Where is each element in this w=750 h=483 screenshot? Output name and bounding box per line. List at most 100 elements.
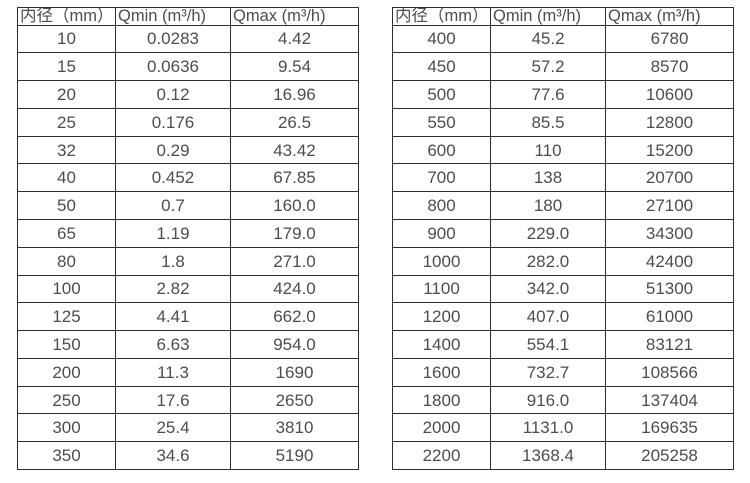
table-row: 350 34.6 5190 xyxy=(17,441,359,470)
table-cell: 1690 xyxy=(230,357,359,387)
table-cell: 85.5 xyxy=(490,107,606,137)
table-cell: 100 xyxy=(17,274,116,304)
table-cell: 4.41 xyxy=(115,302,231,332)
table-cell: 15200 xyxy=(605,135,734,165)
table-row: 800 180 27100 xyxy=(392,191,734,220)
table-cell: 32 xyxy=(17,135,116,165)
table-row: 1600 732.7 108566 xyxy=(392,357,734,387)
table-cell: 1200 xyxy=(392,302,491,332)
table-row: 200 11.3 1690 xyxy=(17,357,359,387)
table-cell: 34300 xyxy=(605,218,734,248)
table-cell: 1000 xyxy=(392,246,491,276)
table-cell: 407.0 xyxy=(490,302,606,332)
column-header: Qmax (m³/h) xyxy=(605,7,734,26)
table-row: 600 110 15200 xyxy=(392,135,734,165)
table-cell: 125 xyxy=(17,302,116,332)
table-row: 300 25.4 3810 xyxy=(17,413,359,443)
table-row: 900 229.0 34300 xyxy=(392,218,734,248)
table-cell: 65 xyxy=(17,218,116,248)
table-row: 20 0.12 16.96 xyxy=(17,80,359,109)
table-cell: 1.8 xyxy=(115,246,231,276)
table-cell: 954.0 xyxy=(230,330,359,359)
table-cell: 43.42 xyxy=(230,135,359,165)
table-row: 2200 1368.4 205258 xyxy=(392,441,734,470)
table-cell: 0.29 xyxy=(115,135,231,165)
table-cell: 20 xyxy=(17,80,116,109)
table-cell: 1131.0 xyxy=(490,413,606,443)
table-cell: 300 xyxy=(17,413,116,443)
column-header: Qmin (m³/h) xyxy=(115,7,231,26)
table-row: 250 17.6 2650 xyxy=(17,385,359,415)
table-cell: 110 xyxy=(490,135,606,165)
table-cell: 160.0 xyxy=(230,191,359,220)
table-cell: 10 xyxy=(17,24,116,54)
table-row: 1400 554.1 83121 xyxy=(392,330,734,359)
column-header: Qmax (m³/h) xyxy=(230,7,359,26)
table-cell: 16.96 xyxy=(230,80,359,109)
table-cell: 8570 xyxy=(605,52,734,82)
table-cell: 10600 xyxy=(605,80,734,109)
table-cell: 662.0 xyxy=(230,302,359,332)
table-cell: 0.7 xyxy=(115,191,231,220)
table-row: 50 0.7 160.0 xyxy=(17,191,359,220)
table-row: 125 4.41 662.0 xyxy=(17,302,359,332)
table-row: 550 85.5 12800 xyxy=(392,107,734,137)
table-cell: 732.7 xyxy=(490,357,606,387)
table-cell: 15 xyxy=(17,52,116,82)
header-row: 内径（mm） Qmin (m³/h) Qmax (m³/h) xyxy=(17,7,359,26)
table-row: 700 138 20700 xyxy=(392,163,734,193)
table-cell: 200 xyxy=(17,357,116,387)
table-cell: 205258 xyxy=(605,441,734,470)
header-row: 内径（mm） Qmin (m³/h) Qmax (m³/h) xyxy=(392,7,734,26)
table-cell: 0.176 xyxy=(115,107,231,137)
table-cell: 282.0 xyxy=(490,246,606,276)
table-cell: 800 xyxy=(392,191,491,220)
table-cell: 0.12 xyxy=(115,80,231,109)
table-cell: 550 xyxy=(392,107,491,137)
table-cell: 26.5 xyxy=(230,107,359,137)
table-cell: 1600 xyxy=(392,357,491,387)
table-cell: 342.0 xyxy=(490,274,606,304)
table-cell: 40 xyxy=(17,163,116,193)
table-cell: 34.6 xyxy=(115,441,231,470)
table-row: 150 6.63 954.0 xyxy=(17,330,359,359)
table-row: 10 0.0283 4.42 xyxy=(17,24,359,54)
table-cell: 400 xyxy=(392,24,491,54)
table-cell: 169635 xyxy=(605,413,734,443)
table-cell: 5190 xyxy=(230,441,359,470)
table-row: 25 0.176 26.5 xyxy=(17,107,359,137)
table-cell: 4.42 xyxy=(230,24,359,54)
table-cell: 11.3 xyxy=(115,357,231,387)
table-cell: 57.2 xyxy=(490,52,606,82)
table-cell: 450 xyxy=(392,52,491,82)
table-cell: 83121 xyxy=(605,330,734,359)
table-cell: 180 xyxy=(490,191,606,220)
table-cell: 1400 xyxy=(392,330,491,359)
table-cell: 67.85 xyxy=(230,163,359,193)
table-cell: 350 xyxy=(17,441,116,470)
table-row: 500 77.6 10600 xyxy=(392,80,734,109)
table-cell: 3810 xyxy=(230,413,359,443)
table-cell: 700 xyxy=(392,163,491,193)
table-cell: 51300 xyxy=(605,274,734,304)
table-cell: 45.2 xyxy=(490,24,606,54)
table-cell: 61000 xyxy=(605,302,734,332)
table-row: 1000 282.0 42400 xyxy=(392,246,734,276)
table-cell: 229.0 xyxy=(490,218,606,248)
table-row: 65 1.19 179.0 xyxy=(17,218,359,248)
table-cell: 137404 xyxy=(605,385,734,415)
table-cell: 9.54 xyxy=(230,52,359,82)
table-cell: 108566 xyxy=(605,357,734,387)
table-cell: 271.0 xyxy=(230,246,359,276)
table-cell: 1800 xyxy=(392,385,491,415)
table-cell: 1100 xyxy=(392,274,491,304)
column-header: Qmin (m³/h) xyxy=(490,7,606,26)
table-cell: 2200 xyxy=(392,441,491,470)
table-row: 1800 916.0 137404 xyxy=(392,385,734,415)
table-cell: 900 xyxy=(392,218,491,248)
table-row: 15 0.0636 9.54 xyxy=(17,52,359,82)
column-header: 内径（mm） xyxy=(392,7,491,26)
table-cell: 2.82 xyxy=(115,274,231,304)
table-cell: 17.6 xyxy=(115,385,231,415)
